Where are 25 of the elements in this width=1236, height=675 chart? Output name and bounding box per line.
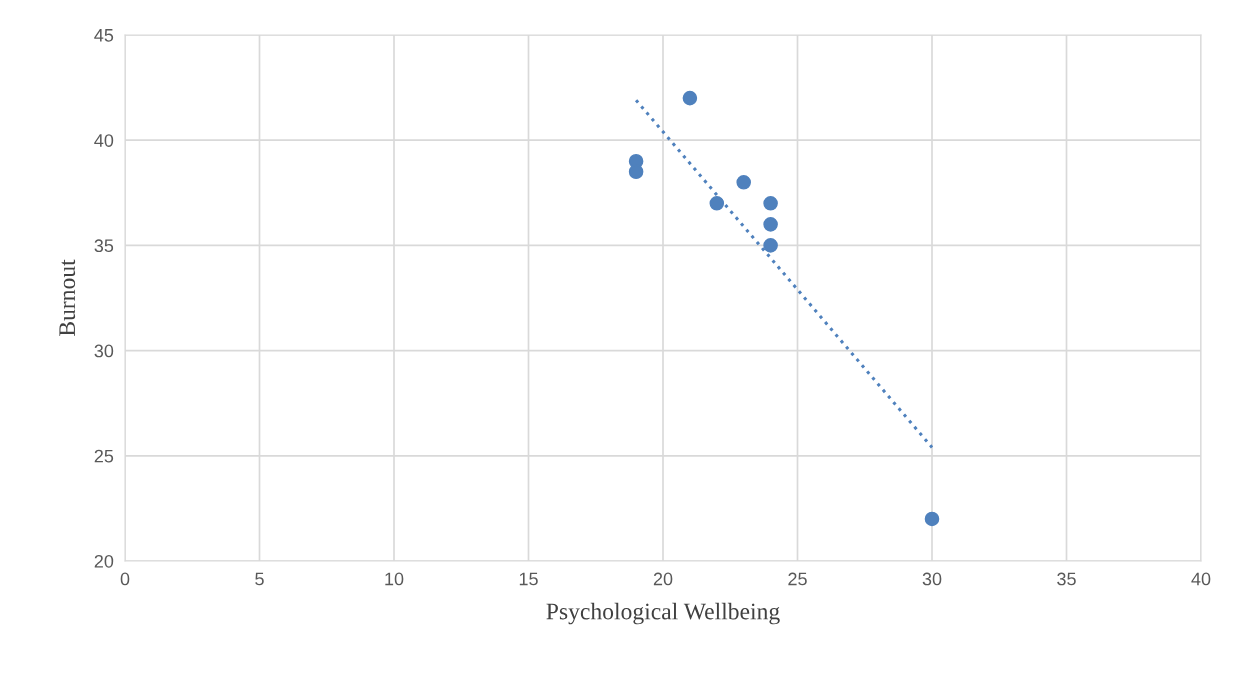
x-axis-title: Psychological Wellbeing — [546, 602, 780, 625]
x-tick-label: 15 — [519, 572, 538, 586]
x-tick-label: 20 — [653, 572, 673, 586]
y-axis-title: Burnout — [59, 259, 76, 337]
point — [763, 238, 778, 253]
y-tick-label: 35 — [94, 239, 114, 253]
x-tick-label: 30 — [922, 572, 942, 586]
x-tick-label: 10 — [385, 572, 404, 586]
x-tick-label: 25 — [788, 572, 807, 586]
y-tick-label: 30 — [94, 344, 114, 358]
x-tick-label: 40 — [1191, 572, 1211, 586]
point — [709, 196, 725, 211]
point — [763, 196, 778, 211]
point — [682, 90, 698, 106]
x-tick-label: 5 — [255, 572, 264, 586]
y-tick-label: 20 — [94, 554, 114, 568]
x-tick-label: 0 — [120, 572, 130, 586]
y-tick-label: 40 — [94, 134, 114, 147]
point — [736, 174, 751, 190]
point — [628, 164, 644, 180]
x-tick-label: 35 — [1057, 572, 1076, 586]
y-tick-label: 25 — [94, 449, 114, 463]
point — [924, 511, 940, 527]
point — [763, 217, 778, 232]
y-tick-label: 45 — [94, 29, 114, 42]
